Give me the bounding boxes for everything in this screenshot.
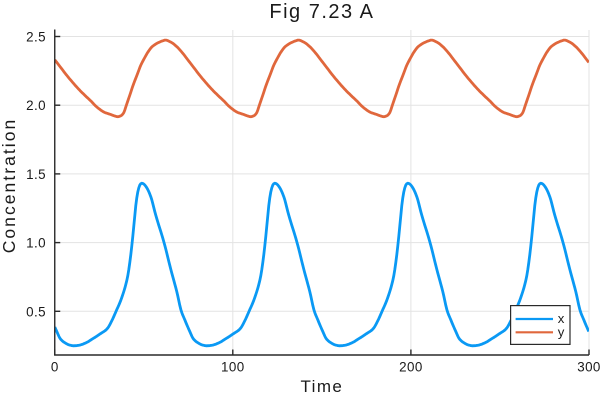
svg-text:1.0: 1.0 (26, 236, 46, 251)
svg-text:y: y (558, 325, 565, 340)
svg-text:0.5: 0.5 (26, 304, 46, 319)
svg-text:1.5: 1.5 (26, 167, 46, 182)
svg-text:100: 100 (221, 359, 245, 374)
svg-text:Fig 7.23 A: Fig 7.23 A (269, 1, 374, 23)
svg-text:300: 300 (577, 359, 600, 374)
svg-text:2.0: 2.0 (26, 98, 46, 113)
svg-text:Concentration: Concentration (0, 118, 19, 254)
svg-text:2.5: 2.5 (26, 30, 46, 45)
svg-text:200: 200 (399, 359, 423, 374)
svg-text:x: x (558, 311, 565, 326)
svg-text:Time: Time (301, 377, 344, 396)
svg-text:0: 0 (51, 359, 59, 374)
